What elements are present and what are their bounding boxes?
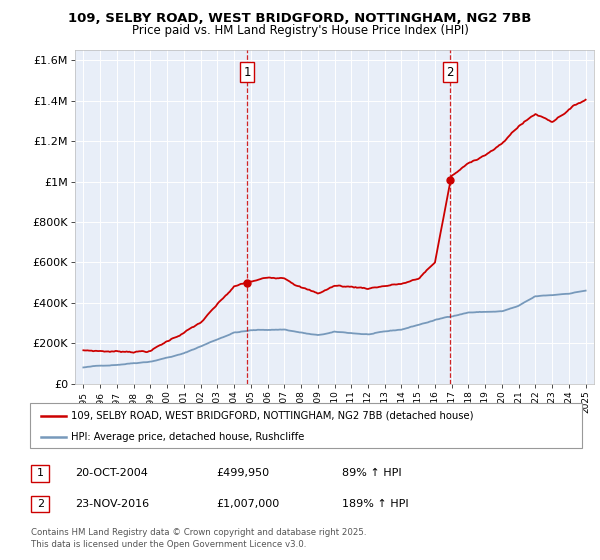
Text: Contains HM Land Registry data © Crown copyright and database right 2025.
This d: Contains HM Land Registry data © Crown c… xyxy=(31,528,367,549)
Text: 109, SELBY ROAD, WEST BRIDGFORD, NOTTINGHAM, NG2 7BB: 109, SELBY ROAD, WEST BRIDGFORD, NOTTING… xyxy=(68,12,532,25)
Text: 2: 2 xyxy=(446,66,454,78)
Text: 189% ↑ HPI: 189% ↑ HPI xyxy=(342,499,409,509)
Text: HPI: Average price, detached house, Rushcliffe: HPI: Average price, detached house, Rush… xyxy=(71,432,305,442)
Text: 23-NOV-2016: 23-NOV-2016 xyxy=(75,499,149,509)
Text: Price paid vs. HM Land Registry's House Price Index (HPI): Price paid vs. HM Land Registry's House … xyxy=(131,24,469,37)
Text: 2: 2 xyxy=(37,499,44,509)
Text: 89% ↑ HPI: 89% ↑ HPI xyxy=(342,468,401,478)
Text: £499,950: £499,950 xyxy=(216,468,269,478)
Text: 109, SELBY ROAD, WEST BRIDGFORD, NOTTINGHAM, NG2 7BB (detached house): 109, SELBY ROAD, WEST BRIDGFORD, NOTTING… xyxy=(71,410,474,421)
Text: 1: 1 xyxy=(37,468,44,478)
Text: 20-OCT-2004: 20-OCT-2004 xyxy=(75,468,148,478)
Text: £1,007,000: £1,007,000 xyxy=(216,499,279,509)
FancyBboxPatch shape xyxy=(30,403,582,448)
Text: 1: 1 xyxy=(244,66,251,78)
